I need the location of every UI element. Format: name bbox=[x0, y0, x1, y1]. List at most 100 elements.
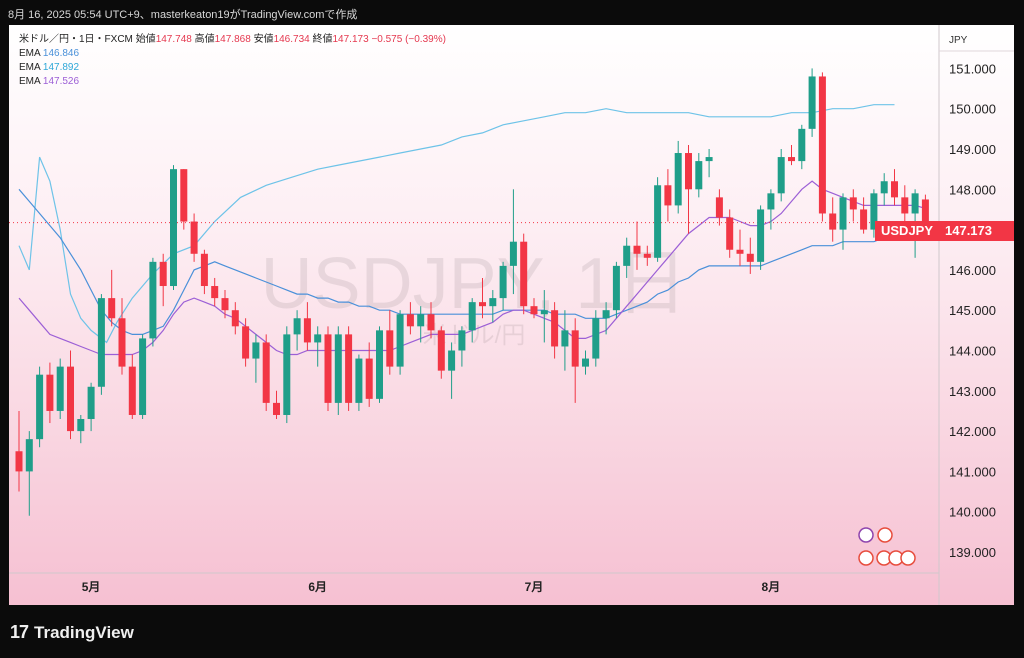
candle-body[interactable] bbox=[685, 153, 692, 190]
candle-body[interactable] bbox=[242, 326, 250, 359]
candle-body[interactable] bbox=[664, 185, 672, 206]
candle-body[interactable] bbox=[695, 161, 703, 190]
candle-body[interactable] bbox=[262, 342, 270, 403]
candle-body[interactable] bbox=[530, 306, 538, 315]
candle-body[interactable] bbox=[767, 193, 775, 210]
candle-body[interactable] bbox=[314, 334, 322, 343]
candle-body[interactable] bbox=[726, 217, 734, 250]
candle-body[interactable] bbox=[551, 310, 559, 347]
event-marker-icon[interactable] bbox=[858, 550, 874, 566]
candlestick-chart[interactable]: USDJPY, 1日米ドル/円JPY151.000150.000149.0001… bbox=[9, 25, 1014, 605]
candle-body[interactable] bbox=[345, 334, 353, 403]
candle-body[interactable] bbox=[860, 209, 868, 230]
candle-body[interactable] bbox=[777, 157, 785, 194]
candle-body[interactable] bbox=[643, 253, 651, 258]
candle-body[interactable] bbox=[211, 286, 219, 299]
candle-body[interactable] bbox=[520, 241, 528, 307]
candle-body[interactable] bbox=[808, 76, 816, 129]
candle-body[interactable] bbox=[15, 451, 23, 472]
candle-body[interactable] bbox=[180, 169, 188, 222]
candle-body[interactable] bbox=[334, 334, 342, 403]
candle-body[interactable] bbox=[921, 199, 929, 223]
candle-body[interactable] bbox=[128, 366, 136, 415]
candle-body[interactable] bbox=[46, 374, 54, 411]
candle-body[interactable] bbox=[715, 197, 723, 218]
candle-body[interactable] bbox=[25, 439, 33, 472]
candle-body[interactable] bbox=[849, 197, 857, 210]
candle-body[interactable] bbox=[746, 253, 754, 262]
candle-body[interactable] bbox=[97, 298, 105, 387]
candle-body[interactable] bbox=[417, 314, 425, 327]
candle-body[interactable] bbox=[221, 298, 229, 311]
candle-body[interactable] bbox=[273, 402, 280, 415]
candle-body[interactable] bbox=[118, 318, 126, 367]
candle-body[interactable] bbox=[293, 318, 301, 335]
candle-body[interactable] bbox=[170, 169, 177, 287]
candle-body[interactable] bbox=[901, 197, 909, 214]
candle-body[interactable] bbox=[87, 386, 95, 420]
candle-body[interactable] bbox=[880, 181, 888, 194]
chart-frame[interactable]: USDJPY, 1日 米ドル/円 JPY 151.000 150.000 149.000 1… bbox=[9, 25, 1014, 605]
candle-body[interactable] bbox=[406, 314, 414, 327]
candle-body[interactable] bbox=[633, 245, 641, 254]
candle-body[interactable] bbox=[829, 213, 837, 230]
candle-body[interactable] bbox=[540, 310, 548, 315]
candle-body[interactable] bbox=[139, 338, 147, 415]
candle-body[interactable] bbox=[674, 153, 682, 206]
candle-body[interactable] bbox=[705, 157, 713, 162]
candle-body[interactable] bbox=[489, 298, 497, 307]
tradingview-branding[interactable]: 17 TradingView bbox=[10, 622, 134, 643]
candle-body[interactable] bbox=[509, 241, 517, 266]
candle-body[interactable] bbox=[56, 366, 64, 411]
candle-body[interactable] bbox=[788, 157, 795, 162]
candle-body[interactable] bbox=[108, 298, 116, 319]
candle-body[interactable] bbox=[324, 334, 332, 403]
candle-body[interactable] bbox=[582, 358, 589, 367]
candle-body[interactable] bbox=[798, 128, 806, 162]
candle-body[interactable] bbox=[592, 318, 600, 359]
candle-body[interactable] bbox=[386, 330, 394, 367]
candle-body[interactable] bbox=[561, 330, 569, 347]
candle-body[interactable] bbox=[200, 253, 208, 287]
candle-body[interactable] bbox=[891, 181, 898, 198]
candle-body[interactable] bbox=[911, 193, 919, 214]
legend-ema-row-2[interactable]: EMA 147.892 bbox=[19, 61, 446, 75]
candle-body[interactable] bbox=[437, 330, 445, 371]
candle-body[interactable] bbox=[283, 334, 291, 415]
candle-body[interactable] bbox=[376, 330, 383, 399]
candle-body[interactable] bbox=[190, 221, 198, 254]
candle-body[interactable] bbox=[612, 265, 620, 311]
candle-body[interactable] bbox=[623, 245, 631, 266]
legend-ema-row-3[interactable]: EMA 147.526 bbox=[19, 75, 446, 89]
candle-body[interactable] bbox=[870, 193, 878, 230]
candle-body[interactable] bbox=[448, 350, 456, 371]
candle-body[interactable] bbox=[396, 314, 404, 367]
legend-symbol[interactable]: 米ドル／円・1日・FXCM bbox=[19, 34, 133, 45]
candle-body[interactable] bbox=[602, 310, 610, 319]
candle-body[interactable] bbox=[303, 318, 311, 343]
candle-body[interactable] bbox=[757, 209, 765, 262]
candle-body[interactable] bbox=[571, 330, 579, 367]
candle-body[interactable] bbox=[427, 314, 435, 331]
candle-body[interactable] bbox=[468, 302, 476, 331]
candle-body[interactable] bbox=[67, 366, 74, 432]
event-marker-icon[interactable] bbox=[877, 527, 893, 543]
candle-body[interactable] bbox=[252, 342, 260, 359]
candle-body[interactable] bbox=[654, 185, 662, 258]
candle-body[interactable] bbox=[149, 261, 157, 339]
legend-ema-row-1[interactable]: EMA 146.846 bbox=[19, 47, 446, 61]
candle-body[interactable] bbox=[159, 261, 167, 287]
candle-body[interactable] bbox=[736, 249, 744, 254]
candle-body[interactable] bbox=[36, 374, 44, 440]
candle-body[interactable] bbox=[77, 419, 85, 432]
candle-body[interactable] bbox=[479, 302, 486, 307]
candle-body[interactable] bbox=[355, 358, 363, 403]
candle-body[interactable] bbox=[499, 265, 507, 299]
candle-body[interactable] bbox=[458, 330, 466, 351]
event-marker-icon[interactable] bbox=[900, 550, 916, 566]
candle-body[interactable] bbox=[231, 310, 239, 327]
candle-body[interactable] bbox=[839, 197, 847, 230]
candle-body[interactable] bbox=[818, 76, 826, 214]
candle-body[interactable] bbox=[365, 358, 373, 399]
event-marker-icon[interactable] bbox=[858, 527, 874, 543]
